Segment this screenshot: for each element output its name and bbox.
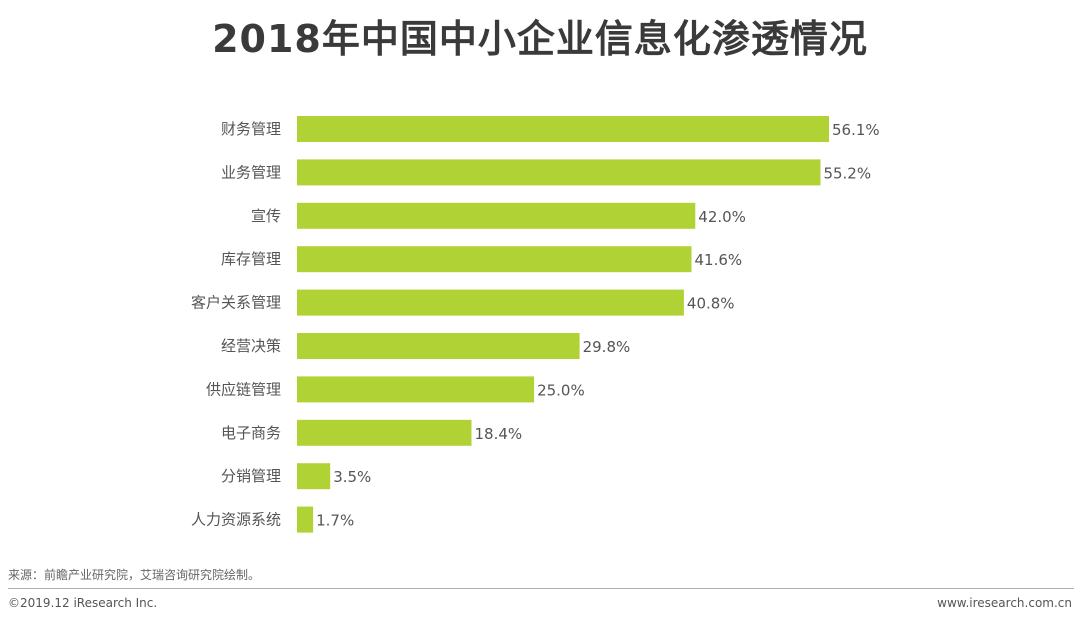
value-label: 1.7% — [316, 512, 354, 530]
value-label: 41.6% — [694, 251, 742, 269]
category-label: 宣传 — [251, 207, 281, 225]
category-label: 客户关系管理 — [191, 294, 281, 312]
bar — [297, 116, 829, 142]
bar — [297, 202, 696, 229]
value-label: 18.4% — [474, 425, 522, 443]
category-label: 供应链管理 — [206, 380, 281, 398]
bar — [297, 289, 684, 316]
category-label: 人力资源系统 — [191, 511, 281, 529]
value-label: 55.2% — [823, 164, 871, 182]
category-label: 经营决策 — [221, 337, 281, 355]
source-note: 来源：前瞻产业研究院，艾瑞咨询研究院绘制。 — [8, 568, 261, 582]
category-label: 库存管理 — [221, 250, 281, 268]
chart-title: 2018年中国中小企业信息化渗透情况 — [212, 17, 868, 61]
category-label: 业务管理 — [221, 163, 281, 181]
website-link[interactable]: www.iresearch.com.cn — [937, 596, 1072, 610]
value-label: 56.1% — [832, 121, 880, 139]
bar — [297, 463, 331, 490]
category-label: 电子商务 — [221, 424, 281, 442]
bar — [297, 419, 472, 446]
value-label: 3.5% — [333, 468, 371, 486]
category-label: 分销管理 — [221, 467, 281, 485]
bar — [297, 506, 314, 533]
value-label: 40.8% — [687, 295, 735, 313]
copyright-text: ©2019.12 iResearch Inc. — [8, 596, 158, 610]
footer-divider — [8, 588, 1074, 589]
bar — [297, 246, 692, 273]
bar — [297, 159, 821, 186]
value-label: 29.8% — [583, 338, 631, 356]
bar — [297, 333, 580, 359]
value-label: 42.0% — [698, 208, 746, 226]
bar-chart: 财务管理 56.1% 业务管理 55.2% 宣传 42.0% 库存管理 41.6% 客户关系管理… — [191, 116, 880, 533]
value-label: 25.0% — [537, 381, 585, 399]
category-label: 财务管理 — [221, 120, 281, 138]
bar — [297, 376, 535, 403]
